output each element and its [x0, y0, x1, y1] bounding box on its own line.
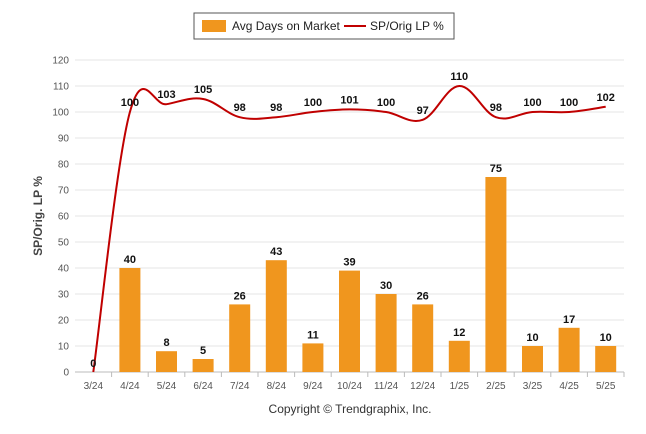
bar-data-label: 26 [417, 290, 429, 302]
y-tick-label: 10 [58, 342, 70, 353]
x-tick-label: 9/24 [303, 381, 323, 392]
bar-data-label: 17 [563, 314, 575, 326]
gridlines [75, 59, 624, 373]
bar [522, 346, 543, 372]
bar [558, 327, 580, 372]
bar [302, 343, 324, 372]
bar-data-label: 11 [307, 329, 319, 341]
bar-data-label: 10 [526, 332, 538, 344]
line-data-label: 100 [523, 97, 541, 109]
bar-data-label: 26 [234, 290, 246, 302]
x-tick-label: 5/24 [157, 381, 177, 392]
line-data-label: 102 [597, 92, 615, 104]
legend-box [193, 12, 455, 40]
bar-data-label: 30 [380, 280, 392, 292]
line-data-label: 101 [340, 94, 358, 106]
x-tick-label: 11/24 [374, 381, 399, 392]
y-tick-label: 20 [58, 316, 70, 327]
line-data-label: 97 [417, 105, 429, 117]
bar [595, 346, 617, 372]
bar [412, 304, 434, 372]
bar-data-label: 8 [163, 337, 169, 349]
x-tick-label: 7/24 [230, 381, 250, 392]
bar-data-label: 43 [270, 246, 282, 258]
bar [119, 268, 141, 372]
bar [192, 359, 214, 372]
y-tick-label: 40 [58, 264, 70, 275]
bar [265, 260, 287, 372]
y-tick-label: 30 [58, 290, 70, 301]
y-axis-label: SP/Orig. LP % [31, 176, 45, 256]
y-axis-ticks: 0 10 20 30 40 50 60 70 80 90 100 110 120 [52, 56, 69, 379]
line-data-label: 98 [490, 102, 502, 114]
x-tick-label: 10/24 [337, 381, 362, 392]
y-tick-label: 70 [58, 186, 70, 197]
y-tick-label: 110 [53, 82, 69, 93]
bar-data-label: 40 [124, 254, 136, 266]
bar [485, 177, 507, 372]
bar [156, 351, 177, 372]
line-data-label: 100 [377, 97, 395, 109]
x-tick-label: 4/25 [559, 381, 579, 392]
line-data-label: 110 [450, 71, 468, 83]
y-tick-label: 80 [58, 160, 70, 171]
y-tick-label: 60 [58, 212, 70, 223]
line-path [92, 84, 606, 373]
y-tick-label: 50 [58, 238, 70, 249]
bar [229, 304, 251, 372]
bar-data-label: 39 [343, 257, 355, 269]
x-tick-label: 4/24 [120, 381, 140, 392]
legend-label-line: SP/Orig LP % [370, 19, 444, 33]
line-data-label: 100 [304, 97, 322, 109]
data-labels: 0 40 8 5 26 43 11 39 30 26 12 75 10 17 10 100 103 105 98 98… [90, 71, 615, 370]
legend: Avg Days on Market SP/Orig LP % [193, 12, 455, 40]
bar [339, 270, 360, 372]
x-tick-label: 6/24 [193, 381, 213, 392]
bar-data-label: 5 [200, 345, 206, 357]
y-tick-label: 90 [58, 134, 70, 145]
x-tick-label: 3/24 [84, 381, 104, 392]
line-data-label: 100 [121, 97, 139, 109]
bar-data-label: 12 [453, 327, 465, 339]
legend-label-bar: Avg Days on Market [232, 19, 340, 33]
x-tick-label: 12/24 [410, 381, 435, 392]
bar-series [119, 177, 617, 372]
x-tick-label: 3/25 [523, 381, 543, 392]
line-data-label: 103 [157, 89, 175, 101]
y-tick-label: 120 [52, 56, 69, 67]
bar-data-label: 10 [600, 332, 612, 344]
line-data-label: 98 [270, 102, 282, 114]
bar-data-label: 0 [90, 358, 96, 370]
line-data-label: 98 [234, 102, 246, 114]
x-tick-label: 5/25 [596, 381, 616, 392]
x-tick-label: 8/24 [267, 381, 287, 392]
legend-swatch-bar [202, 20, 226, 32]
bar-data-label: 75 [490, 163, 502, 175]
x-axis: 3/24 4/24 5/24 6/24 7/24 8/24 9/24 10/24 11/24 12… [75, 371, 625, 392]
bar [375, 294, 397, 372]
line-data-label: 100 [560, 97, 578, 109]
x-tick-label: 1/25 [450, 381, 470, 392]
y-tick-label: 100 [52, 108, 69, 119]
y-tick-label: 0 [63, 368, 69, 379]
line-series [92, 84, 606, 373]
copyright-credit: Copyright © Trendgraphix, Inc. [269, 402, 432, 416]
line-data-label: 105 [194, 84, 212, 96]
x-tick-label: 2/25 [486, 381, 506, 392]
bar [448, 340, 470, 372]
